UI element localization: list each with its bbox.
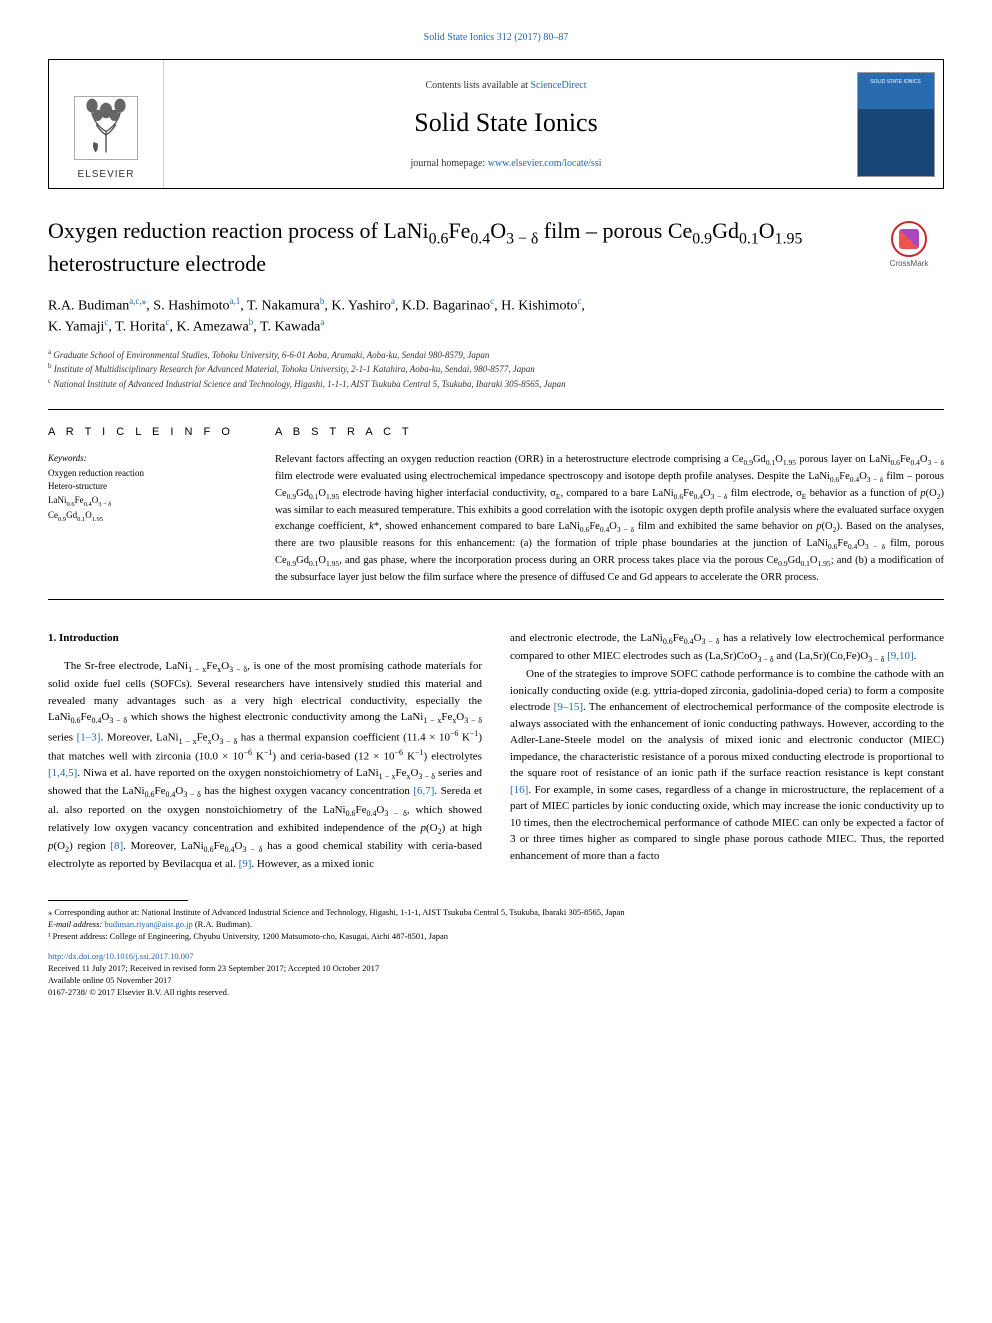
column-right: and electronic electrode, the LaNi0.6Fe0… — [510, 630, 944, 872]
abstract-heading: A B S T R A C T — [275, 424, 944, 441]
divider-top — [48, 409, 944, 410]
keywords-label: Keywords: — [48, 452, 243, 466]
contents-prefix: Contents lists available at — [425, 80, 530, 91]
journal-cover-thumb — [857, 72, 935, 177]
authors-line-1: R.A. Budimana,c,⁎, S. Hashimotoa,1, T. N… — [48, 295, 944, 317]
keyword-item: LaNi0.6Fe0.4O3 − δ — [48, 494, 243, 510]
received-dates: Received 11 July 2017; Received in revis… — [48, 963, 944, 975]
affiliation-a: a Graduate School of Environmental Studi… — [48, 348, 944, 362]
journal-masthead: ELSEVIER Contents lists available at Sci… — [48, 59, 944, 189]
abstract-text: Relevant factors affecting an oxygen red… — [275, 452, 944, 585]
sciencedirect-link[interactable]: ScienceDirect — [530, 80, 586, 91]
body-paragraph: One of the strategies to improve SOFC ca… — [510, 666, 944, 864]
article-info-block: A R T I C L E I N F O Keywords: Oxygen r… — [48, 424, 243, 585]
homepage-link[interactable]: www.elsevier.com/locate/ssi — [488, 158, 602, 169]
header-issue-ref[interactable]: Solid State Ionics 312 (2017) 80–87 — [48, 30, 944, 45]
keywords-list: Oxygen reduction reaction Hetero-structu… — [48, 467, 243, 525]
copyright-line: 0167-2738/ © 2017 Elsevier B.V. All righ… — [48, 987, 944, 999]
present-address: ¹ Present address: College of Engineerin… — [48, 931, 944, 943]
intro-heading: 1. Introduction — [48, 630, 482, 647]
keyword-item: Hetero-structure — [48, 480, 243, 494]
body-paragraph: The Sr-free electrode, LaNi1 − xFexO3 − … — [48, 658, 482, 872]
divider-bottom — [48, 599, 944, 600]
affiliations: a Graduate School of Environmental Studi… — [48, 348, 944, 391]
online-date: Available online 05 November 2017 — [48, 975, 944, 987]
keyword-item: Ce0.9Gd0.1O1.95 — [48, 509, 243, 525]
body-columns: 1. Introduction The Sr-free electrode, L… — [48, 630, 944, 872]
footnote-rule — [48, 900, 188, 901]
body-paragraph: and electronic electrode, the LaNi0.6Fe0… — [510, 630, 944, 666]
homepage-line: journal homepage: www.elsevier.com/locat… — [411, 156, 602, 171]
masthead-center: Contents lists available at ScienceDirec… — [164, 60, 848, 188]
homepage-prefix: journal homepage: — [411, 158, 488, 169]
title-section: Oxygen reduction reaction process of LaN… — [48, 217, 944, 279]
contents-lists-line: Contents lists available at ScienceDirec… — [425, 78, 586, 93]
article-info-heading: A R T I C L E I N F O — [48, 424, 243, 441]
abstract-block: A B S T R A C T Relevant factors affecti… — [275, 424, 944, 585]
article-title: Oxygen reduction reaction process of LaN… — [48, 217, 944, 279]
affiliation-b: b Institute of Multidisciplinary Researc… — [48, 362, 944, 376]
crossmark-label: CrossMark — [874, 258, 944, 270]
column-left: 1. Introduction The Sr-free electrode, L… — [48, 630, 482, 872]
info-abstract-row: A R T I C L E I N F O Keywords: Oxygen r… — [48, 424, 944, 585]
footnotes: ⁎ Corresponding author at: National Inst… — [48, 907, 944, 998]
email-line: E-mail address: budiman.riyan@aist.go.jp… — [48, 919, 944, 931]
publisher-name: ELSEVIER — [78, 167, 135, 182]
journal-name: Solid State Ionics — [414, 103, 597, 142]
keyword-item: Oxygen reduction reaction — [48, 467, 243, 481]
cover-block — [848, 60, 943, 188]
crossmark-icon — [891, 221, 927, 257]
authors-line-2: K. Yamajic, T. Horitac, K. Amezawab, T. … — [48, 316, 944, 338]
corresponding-author: ⁎ Corresponding author at: National Inst… — [48, 907, 944, 919]
author-list: R.A. Budimana,c,⁎, S. Hashimotoa,1, T. N… — [48, 295, 944, 338]
doi-link[interactable]: http://dx.doi.org/10.1016/j.ssi.2017.10.… — [48, 951, 194, 961]
publisher-block: ELSEVIER — [49, 60, 164, 188]
elsevier-tree-icon — [71, 93, 141, 163]
crossmark-badge[interactable]: CrossMark — [874, 221, 944, 270]
affiliation-c: c National Institute of Advanced Industr… — [48, 377, 944, 391]
email-link[interactable]: budiman.riyan@aist.go.jp — [104, 919, 192, 929]
